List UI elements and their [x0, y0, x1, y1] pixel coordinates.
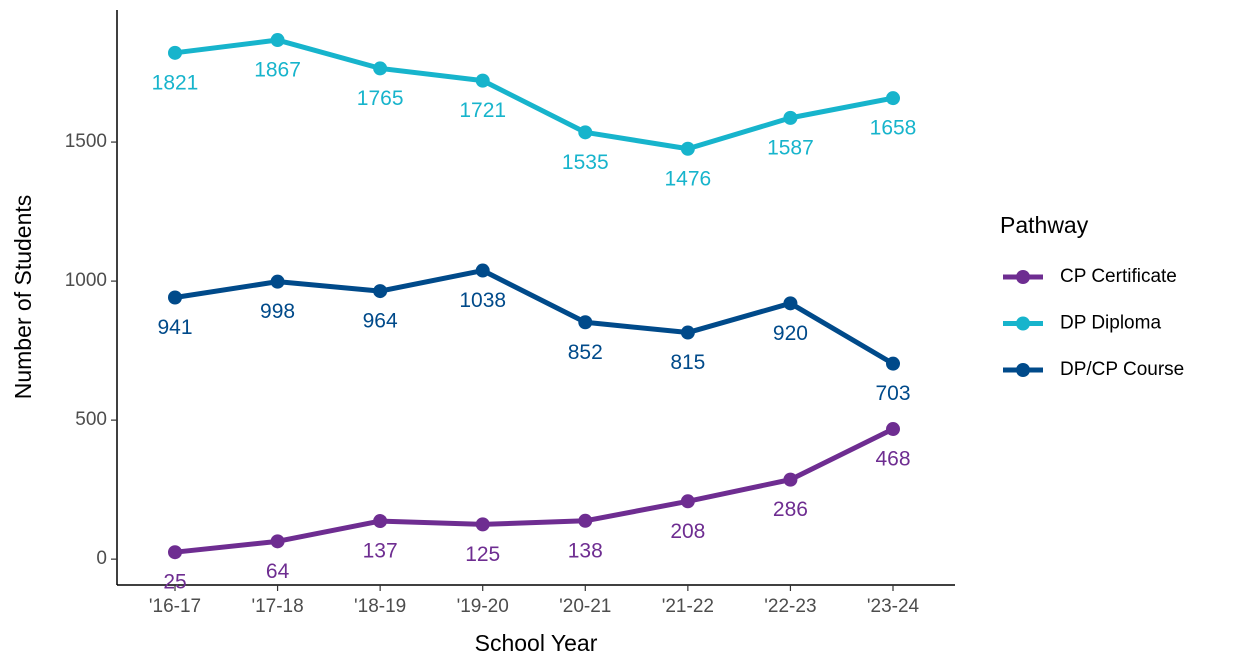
data-label: 1867: [254, 59, 301, 82]
point: [168, 290, 182, 305]
x-tick-label: '21-22: [662, 596, 714, 617]
data-label: 1535: [562, 151, 609, 174]
data-label: 208: [670, 520, 705, 543]
point: [373, 61, 388, 76]
point: [270, 534, 285, 549]
data-label: 137: [363, 540, 398, 563]
data-label: 1658: [870, 117, 917, 140]
series-line: [174, 426, 895, 555]
x-tick-label: '19-20: [457, 596, 509, 617]
data-label: 920: [773, 322, 808, 345]
x-tick-label: '18-19: [354, 596, 406, 617]
point: [270, 33, 285, 48]
legend-label: DP Diploma: [1060, 313, 1161, 334]
point: [680, 325, 695, 340]
point: [783, 110, 798, 125]
point: [886, 91, 900, 106]
point: [270, 274, 285, 289]
data-label: 1038: [459, 289, 506, 312]
series-line: [174, 37, 894, 152]
point: [373, 514, 388, 529]
y-tick-label: 1000: [65, 270, 107, 291]
data-label: 1765: [357, 87, 404, 110]
legend-label: CP Certificate: [1060, 266, 1177, 287]
legend-point: [1016, 316, 1030, 331]
point: [578, 513, 593, 528]
data-label: 138: [568, 539, 603, 562]
point: [783, 472, 798, 487]
data-label: 64: [266, 560, 290, 583]
legend-title: Pathway: [1000, 212, 1089, 238]
x-tick-label: '23-24: [867, 596, 920, 617]
point: [680, 494, 695, 509]
data-label: 703: [875, 382, 910, 405]
y-axis-title: Number of Students: [10, 195, 36, 400]
data-label: 964: [363, 310, 398, 333]
legend-point: [1016, 270, 1030, 284]
point: [783, 296, 798, 311]
data-label: 125: [465, 543, 500, 566]
series-line: [174, 268, 895, 366]
data-label: 815: [670, 351, 705, 374]
point: [168, 545, 182, 560]
legend-label: DP/CP Course: [1060, 359, 1184, 380]
y-tick-label: 0: [96, 548, 107, 569]
data-label: 1587: [767, 136, 814, 159]
data-label: 852: [568, 341, 603, 364]
legend-point: [1016, 363, 1030, 377]
x-tick-label: '20-21: [559, 596, 611, 617]
point: [475, 517, 490, 532]
y-tick-label: 1500: [65, 131, 107, 152]
x-tick-label: '17-18: [251, 596, 303, 617]
point: [886, 356, 900, 371]
x-tick-label: '22-23: [764, 596, 816, 617]
point: [578, 315, 593, 330]
y-tick-label: 500: [75, 409, 107, 430]
point: [475, 263, 490, 278]
data-label: 941: [157, 316, 192, 339]
x-axis-title: School Year: [475, 630, 598, 656]
point: [578, 125, 593, 140]
point: [886, 422, 900, 437]
x-tick-label: '16-17: [149, 596, 201, 617]
data-label: 286: [773, 498, 808, 521]
data-label: 1476: [664, 167, 711, 190]
data-label: 25: [163, 571, 186, 594]
point: [680, 141, 695, 156]
data-label: 1721: [459, 99, 506, 122]
data-label: 468: [875, 448, 910, 471]
point: [168, 45, 182, 60]
data-label: 1821: [152, 71, 199, 94]
point: [373, 284, 388, 299]
data-label: 998: [260, 300, 295, 323]
point: [475, 73, 490, 88]
